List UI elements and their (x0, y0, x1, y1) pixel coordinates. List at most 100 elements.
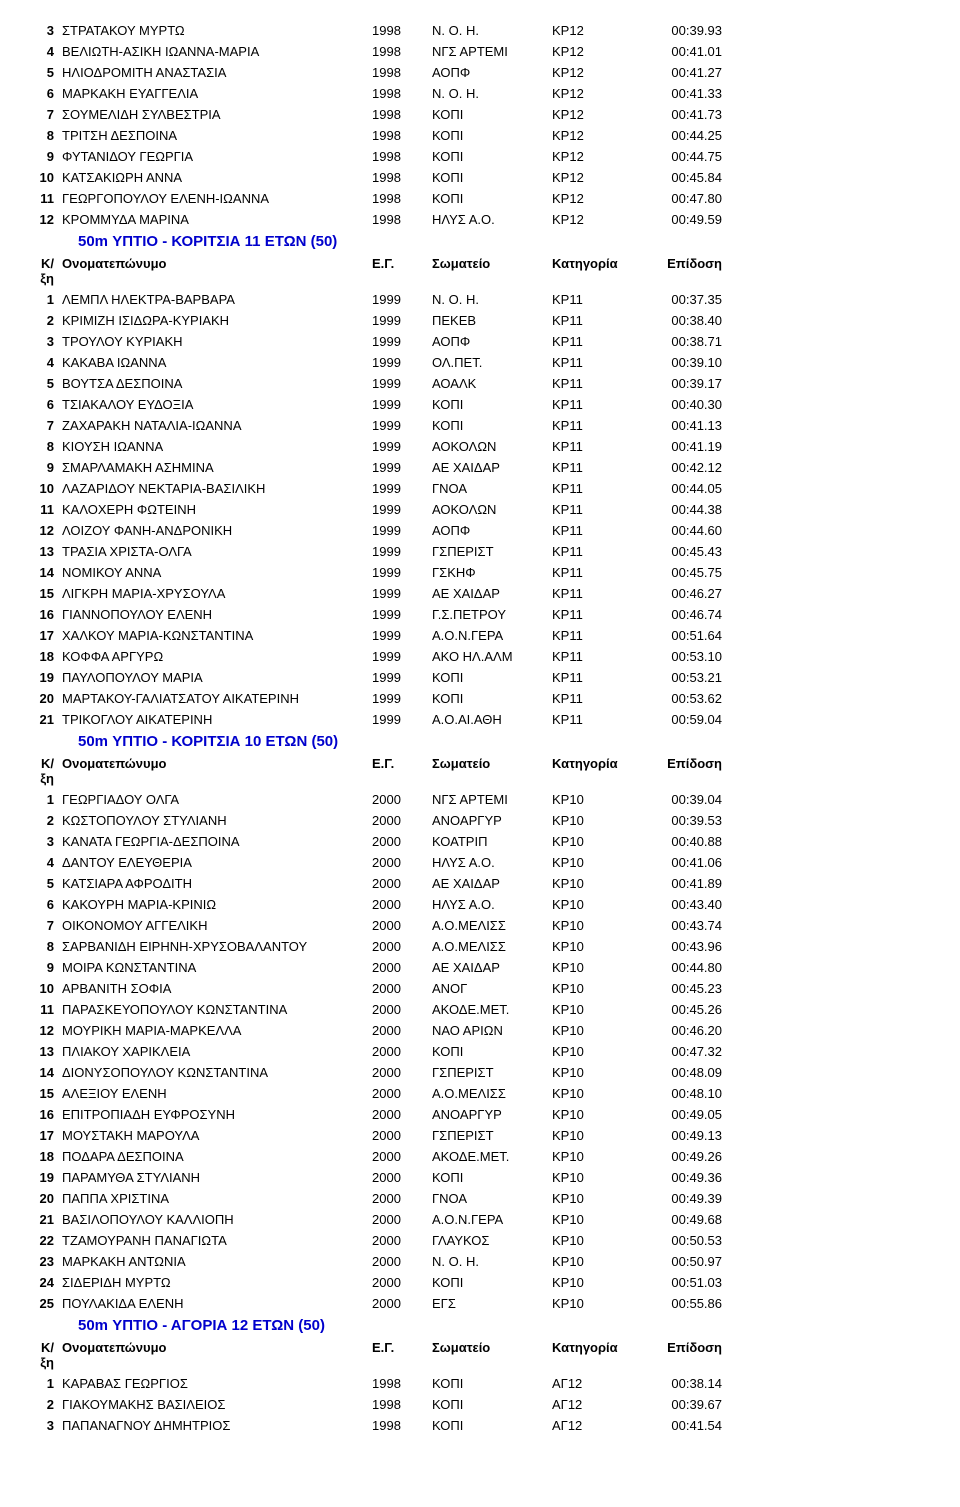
birth-year: 1999 (372, 586, 432, 601)
result-row: 7ΖΑΧΑΡΑΚΗ ΝΑΤΑΛΙΑ-ΙΩΑΝΝΑ1999ΚΟΠΙΚΡ1100:4… (30, 415, 930, 436)
category: ΚΡ12 (552, 170, 632, 185)
result-row: 1ΓΕΩΡΓΙΑΔΟΥ ΟΛΓΑ2000ΝΓΣ ΑΡΤΕΜΙΚΡ1000:39.… (30, 789, 930, 810)
club: Ν. Ο. Η. (432, 1254, 552, 1269)
result-row: 13ΠΛΙΑΚΟΥ ΧΑΡΙΚΛΕΙΑ2000ΚΟΠΙΚΡ1000:47.32 (30, 1041, 930, 1062)
category: ΚΡ11 (552, 355, 632, 370)
athlete-name: ΚΡΙΜΙΖΗ ΙΣΙΔΩΡΑ-ΚΥΡΙΑΚΗ (62, 313, 372, 328)
result-row: 5ΚΑΤΣΙΑΡΑ ΑΦΡΟΔΙΤΗ2000ΑΕ ΧΑΙΔΑΡΚΡ1000:41… (30, 873, 930, 894)
category: ΚΡ11 (552, 544, 632, 559)
result-row: 2ΚΡΙΜΙΖΗ ΙΣΙΔΩΡΑ-ΚΥΡΙΑΚΗ1999ΠΕΚΕΒΚΡ1100:… (30, 310, 930, 331)
rank: 16 (30, 1107, 62, 1122)
athlete-name: ΚΩΣΤΟΠΟΥΛΟΥ ΣΤΥΛΙΑΝΗ (62, 813, 372, 828)
birth-year: 1999 (372, 691, 432, 706)
rank: 14 (30, 565, 62, 580)
category: ΚΡ12 (552, 107, 632, 122)
category: ΚΡ11 (552, 607, 632, 622)
result-time: 00:39.67 (632, 1397, 722, 1412)
birth-year: 2000 (372, 1212, 432, 1227)
athlete-name: ΠΑΡΑΜΥΘΑ ΣΤΥΛΙΑΝΗ (62, 1170, 372, 1185)
category: ΚΡ11 (552, 313, 632, 328)
club: ΑΟΑΛΚ (432, 376, 552, 391)
athlete-name: ΜΑΡΚΑΚΗ ΑΝΤΩΝΙΑ (62, 1254, 372, 1269)
header-club: Σωματείο (432, 1340, 552, 1370)
result-time: 00:43.40 (632, 897, 722, 912)
club: ΑΟΠΦ (432, 523, 552, 538)
club: ΝΑΟ ΑΡΙΩΝ (432, 1023, 552, 1038)
birth-year: 2000 (372, 1128, 432, 1143)
club: ΑΕ ΧΑΙΔΑΡ (432, 586, 552, 601)
category: ΚΡ12 (552, 149, 632, 164)
birth-year: 1999 (372, 355, 432, 370)
birth-year: 2000 (372, 1149, 432, 1164)
result-time: 00:38.71 (632, 334, 722, 349)
result-time: 00:49.26 (632, 1149, 722, 1164)
result-row: 8ΤΡΙΤΣΗ ΔΕΣΠΟΙΝΑ1998ΚΟΠΙΚΡ1200:44.25 (30, 125, 930, 146)
category: ΚΡ11 (552, 565, 632, 580)
category: ΚΡ10 (552, 960, 632, 975)
result-time: 00:41.33 (632, 86, 722, 101)
result-row: 18ΚΟΦΦΑ ΑΡΓΥΡΩ1999ΑΚΟ ΗΛ.ΑΛΜΚΡ1100:53.10 (30, 646, 930, 667)
birth-year: 2000 (372, 1086, 432, 1101)
result-row: 21ΒΑΣΙΛΟΠΟΥΛΟΥ ΚΑΛΛΙΟΠΗ2000Α.Ο.Ν.ΓΕΡΑΚΡ1… (30, 1209, 930, 1230)
category: ΚΡ11 (552, 649, 632, 664)
header-category: Κατηγορία (552, 256, 632, 286)
rank: 8 (30, 439, 62, 454)
club: Γ.Σ.ΠΕΤΡΟΥ (432, 607, 552, 622)
result-time: 00:49.68 (632, 1212, 722, 1227)
rank: 3 (30, 834, 62, 849)
athlete-name: ΜΟΥΣΤΑΚΗ ΜΑΡΟΥΛΑ (62, 1128, 372, 1143)
club: ΓΝΟΑ (432, 1191, 552, 1206)
category: ΚΡ12 (552, 44, 632, 59)
rank: 22 (30, 1233, 62, 1248)
result-row: 2ΓΙΑΚΟΥΜΑΚΗΣ ΒΑΣΙΛΕΙΟΣ1998ΚΟΠΙΑΓ1200:39.… (30, 1394, 930, 1415)
club: ΓΣΠΕΡΙΣΤ (432, 544, 552, 559)
club: ΓΝΟΑ (432, 481, 552, 496)
athlete-name: ΓΙΑΝΝΟΠΟΥΛΟΥ ΕΛΕΝΗ (62, 607, 372, 622)
club: ΑΝΟΑΡΓΥΡ (432, 1107, 552, 1122)
birth-year: 1998 (372, 170, 432, 185)
birth-year: 2000 (372, 1065, 432, 1080)
club: ΚΟΠΙ (432, 149, 552, 164)
result-row: 4ΔΑΝΤΟΥ ΕΛΕΥΘΕΡΙΑ2000ΗΛΥΣ Α.Ο.ΚΡ1000:41.… (30, 852, 930, 873)
club: ΓΣΚΗΦ (432, 565, 552, 580)
club: Α.Ο.ΜΕΛΙΣΣ (432, 1086, 552, 1101)
result-time: 00:39.93 (632, 23, 722, 38)
birth-year: 2000 (372, 1002, 432, 1017)
club: Α.Ο.ΜΕΛΙΣΣ (432, 918, 552, 933)
rank: 2 (30, 1397, 62, 1412)
club: ΠΕΚΕΒ (432, 313, 552, 328)
athlete-name: ΜΟΙΡΑ ΚΩΝΣΤΑΝΤΙΝΑ (62, 960, 372, 975)
rank: 21 (30, 1212, 62, 1227)
result-time: 00:44.75 (632, 149, 722, 164)
result-time: 00:49.59 (632, 212, 722, 227)
athlete-name: ΚΙΟΥΣΗ ΙΩΑΝΝΑ (62, 439, 372, 454)
result-time: 00:55.86 (632, 1296, 722, 1311)
athlete-name: ΛΑΖΑΡΙΔΟΥ ΝΕΚΤΑΡΙΑ-ΒΑΣΙΛΙΚΗ (62, 481, 372, 496)
result-time: 00:50.53 (632, 1233, 722, 1248)
athlete-name: ΛΕΜΠΛ ΗΛΕΚΤΡΑ-ΒΑΡΒΑΡΑ (62, 292, 372, 307)
category: ΚΡ11 (552, 418, 632, 433)
result-row: 1ΚΑΡΑΒΑΣ ΓΕΩΡΓΙΟΣ1998ΚΟΠΙΑΓ1200:38.14 (30, 1373, 930, 1394)
athlete-name: ΤΡΟΥΛΟΥ ΚΥΡΙΑΚΗ (62, 334, 372, 349)
club: ΚΟΠΙ (432, 670, 552, 685)
result-time: 00:45.43 (632, 544, 722, 559)
club: ΗΛΥΣ Α.Ο. (432, 897, 552, 912)
result-row: 8ΣΑΡΒΑΝΙΔΗ ΕΙΡΗΝΗ-ΧΡΥΣΟΒΑΛΑΝΤΟΥ2000Α.Ο.Μ… (30, 936, 930, 957)
rank: 1 (30, 292, 62, 307)
rank: 4 (30, 855, 62, 870)
athlete-name: ΒΟΥΤΣΑ ΔΕΣΠΟΙΝΑ (62, 376, 372, 391)
result-row: 6ΤΣΙΑΚΑΛΟΥ ΕΥΔΟΞΙΑ1999ΚΟΠΙΚΡ1100:40.30 (30, 394, 930, 415)
result-row: 24ΣΙΔΕΡΙΔΗ ΜΥΡΤΩ2000ΚΟΠΙΚΡ1000:51.03 (30, 1272, 930, 1293)
birth-year: 2000 (372, 1191, 432, 1206)
club: Α.Ο.ΜΕΛΙΣΣ (432, 939, 552, 954)
club: Ν. Ο. Η. (432, 23, 552, 38)
category: ΚΡ11 (552, 712, 632, 727)
athlete-name: ΠΟΥΛΑΚΙΔΑ ΕΛΕΝΗ (62, 1296, 372, 1311)
athlete-name: ΜΑΡΚΑΚΗ ΕΥΑΓΓΕΛΙΑ (62, 86, 372, 101)
rank: 9 (30, 460, 62, 475)
header-category: Κατηγορία (552, 1340, 632, 1370)
result-row: 14ΝΟΜΙΚΟΥ ΑΝΝΑ1999ΓΣΚΗΦΚΡ1100:45.75 (30, 562, 930, 583)
header-time: Επίδοση (632, 1340, 722, 1370)
club: ΝΓΣ ΑΡΤΕΜΙ (432, 792, 552, 807)
club: ΗΛΥΣ Α.Ο. (432, 212, 552, 227)
